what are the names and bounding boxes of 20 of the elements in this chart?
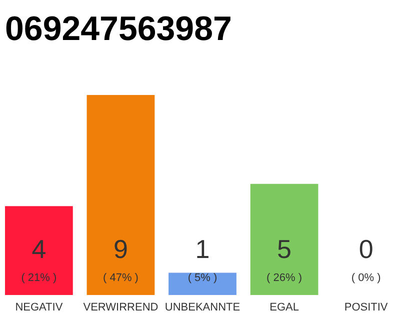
data-label: 1 xyxy=(195,234,210,264)
annotation: ( 21% ) xyxy=(21,272,57,284)
data-label: 5 xyxy=(277,234,292,264)
x-tick-label: UNBEKANNTE xyxy=(164,302,240,314)
data-label: 0 xyxy=(358,234,374,264)
annotation: ( 26% ) xyxy=(266,272,302,284)
annotation: ( 5% ) xyxy=(188,272,218,284)
x-tick-label: EGAL xyxy=(270,302,299,314)
annotation: ( 47% ) xyxy=(102,272,138,284)
bar xyxy=(86,95,155,295)
chart-title: 069247563987 xyxy=(5,10,232,48)
x-tick-label: NEGATIV xyxy=(15,302,64,314)
data-label: 9 xyxy=(113,234,128,264)
annotation: ( 0% ) xyxy=(351,272,381,284)
bar xyxy=(168,272,236,295)
data-label: 4 xyxy=(32,234,46,264)
bar xyxy=(250,184,318,295)
x-tick-label: VERWIRREND xyxy=(83,302,158,314)
bar xyxy=(5,206,73,295)
x-tick-label: POSITIV xyxy=(344,302,388,314)
